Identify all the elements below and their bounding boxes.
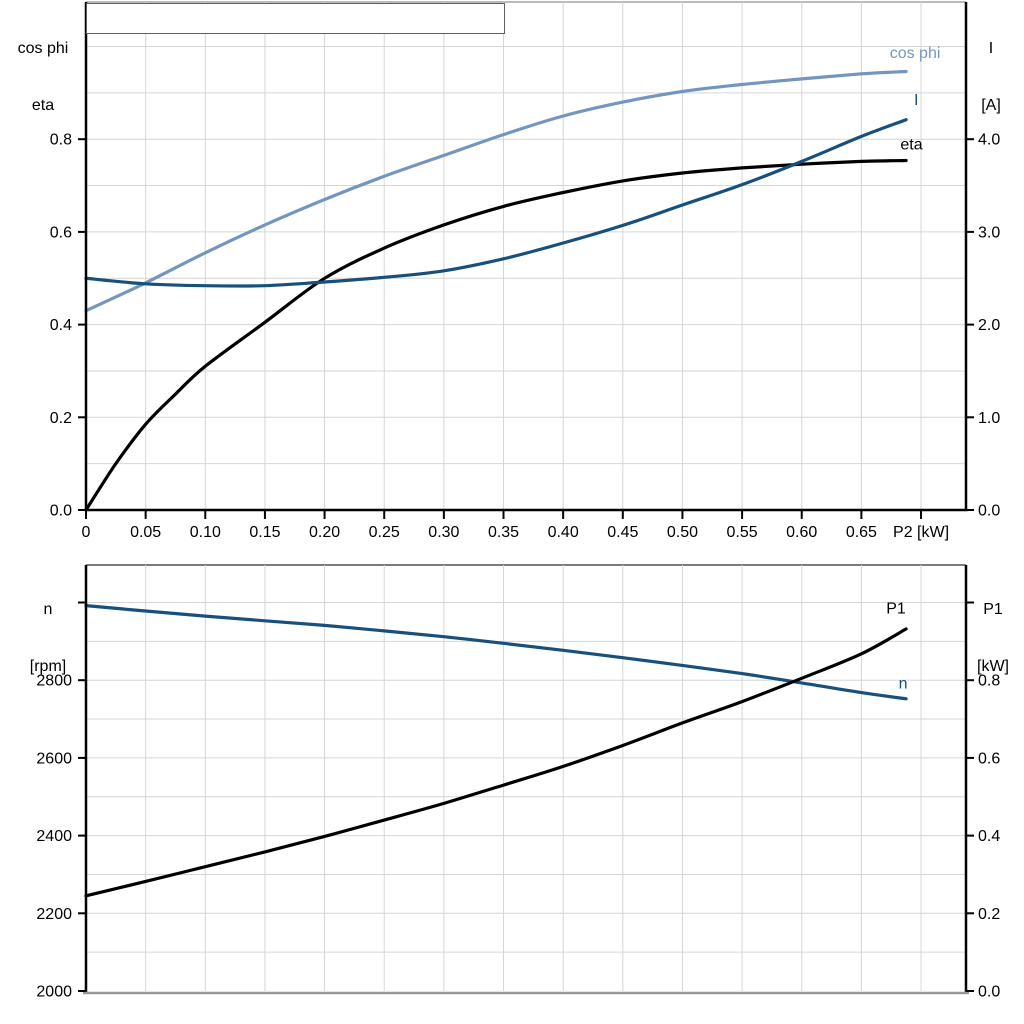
left-tick-label: 2200 — [36, 906, 72, 923]
x-tick-label: 0.65 — [846, 524, 877, 541]
axis-title-current-unit: [A] — [981, 97, 1001, 114]
right-tick-label: 0.4 — [978, 828, 1000, 845]
curve-n — [84, 604, 908, 701]
right-tick-label: 4.0 — [978, 132, 1000, 149]
left-tick-label: 0.0 — [50, 503, 72, 520]
axis-title-speed-unit: [rpm] — [29, 658, 67, 675]
curve-P1 — [84, 627, 908, 898]
axis-title-p1-unit: [kW] — [977, 658, 1009, 675]
curve-label-cos-phi: cos phi — [890, 45, 941, 62]
curve-label-P1: P1 — [886, 600, 906, 617]
top-right-axis-title: I [A] — [962, 1, 1020, 134]
right-tick-label: 0.8 — [978, 673, 1000, 690]
x-tick-label: 0.20 — [309, 524, 340, 541]
left-tick-label: 2400 — [36, 828, 72, 845]
pump-title-box: CRI1-10 + 80B 0.55 kW 1*230 V, 50 Hz — [86, 3, 505, 34]
curve-label-n: n — [899, 676, 908, 693]
left-tick-label: 0.8 — [50, 132, 72, 149]
left-tick-label: 2000 — [36, 984, 72, 1001]
curve-eta — [84, 158, 908, 512]
left-tick-label: 0.2 — [50, 410, 72, 427]
x-tick-label: 0.25 — [369, 524, 400, 541]
axis-title-p1: P1 — [983, 601, 1003, 618]
curve-label-I: I — [914, 92, 918, 109]
right-tick-label: 0.0 — [978, 984, 1000, 1001]
left-tick-label: 2600 — [36, 750, 72, 767]
right-tick-label: 0.2 — [978, 906, 1000, 923]
axis-title-speed: n — [43, 601, 53, 618]
x-tick-label: 0.60 — [786, 524, 817, 541]
x-tick-label: 0.30 — [428, 524, 459, 541]
bottom-right-axis-title: P1 [kW] — [964, 562, 1022, 695]
x-tick-label: 0.55 — [727, 524, 758, 541]
bottom-left-axis-title: n [rpm] — [12, 562, 84, 695]
right-tick-label: 3.0 — [978, 224, 1000, 241]
right-tick-label: 1.0 — [978, 410, 1000, 427]
x-tick-label: 0.40 — [548, 524, 579, 541]
x-tick-label: 0.50 — [667, 524, 698, 541]
x-tick-label: 0.35 — [488, 524, 519, 541]
curve-I — [84, 118, 908, 288]
right-tick-label: 0.6 — [978, 750, 1000, 767]
axis-title-eta: eta — [31, 97, 55, 114]
x-tick-label: 0.45 — [607, 524, 638, 541]
curve-cos-phi — [84, 69, 908, 313]
x-tick-label: 0.10 — [190, 524, 221, 541]
top-left-axis-title: cos phi eta — [2, 1, 84, 134]
x-tick-label: 0.05 — [130, 524, 161, 541]
axis-title-current: I — [988, 40, 994, 57]
right-tick-label: 0.0 — [978, 503, 1000, 520]
curve-label-eta: eta — [900, 136, 922, 153]
x-tick-label: 0 — [82, 524, 91, 541]
left-tick-label: 0.6 — [50, 224, 72, 241]
left-tick-label: 0.4 — [50, 317, 72, 334]
x-tick-label: P2 [kW] — [893, 524, 949, 541]
x-tick-label: 0.15 — [249, 524, 280, 541]
right-tick-label: 2.0 — [978, 317, 1000, 334]
axis-title-cos-phi: cos phi — [17, 40, 69, 57]
left-tick-label: 2800 — [36, 673, 72, 690]
